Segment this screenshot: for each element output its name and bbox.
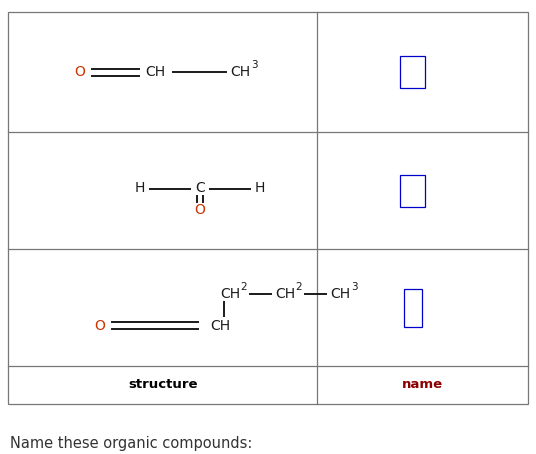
Text: 3: 3 <box>251 60 257 70</box>
Text: CH: CH <box>275 286 295 301</box>
Text: H: H <box>255 182 265 196</box>
Bar <box>8 12 528 404</box>
Text: O: O <box>94 319 106 332</box>
Text: O: O <box>75 65 85 79</box>
Bar <box>400 174 425 207</box>
Text: CH: CH <box>220 286 240 301</box>
Text: 3: 3 <box>351 281 358 291</box>
Text: 2: 2 <box>241 281 247 291</box>
Text: Name these organic compounds:: Name these organic compounds: <box>10 436 252 451</box>
Text: 2: 2 <box>296 281 302 291</box>
Text: name: name <box>402 379 443 391</box>
Text: C: C <box>195 182 205 196</box>
Text: CH: CH <box>145 65 165 79</box>
Text: H: H <box>135 182 145 196</box>
Text: CH: CH <box>230 65 250 79</box>
Text: O: O <box>195 203 205 217</box>
Text: structure: structure <box>128 379 197 391</box>
Bar <box>404 288 422 326</box>
Text: CH: CH <box>330 286 350 301</box>
Bar <box>400 56 425 88</box>
Text: CH: CH <box>210 319 230 332</box>
